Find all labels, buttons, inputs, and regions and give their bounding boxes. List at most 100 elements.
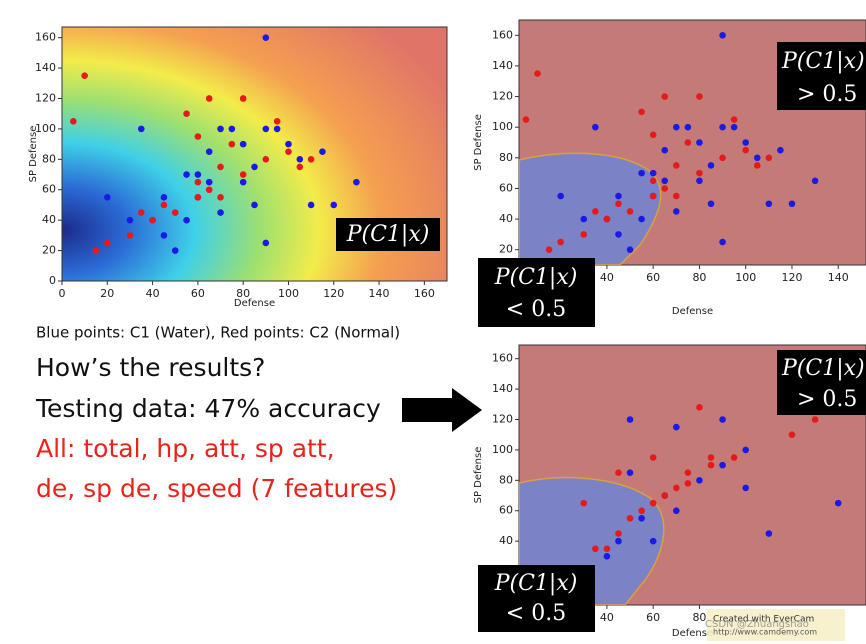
y-tick-label: 100 xyxy=(35,122,56,135)
point xyxy=(719,123,726,131)
y-tick-label: 160 xyxy=(492,352,513,365)
point xyxy=(205,178,213,186)
point xyxy=(194,133,202,140)
point xyxy=(753,154,761,162)
point xyxy=(742,484,750,492)
point xyxy=(638,215,645,223)
point xyxy=(638,507,645,515)
point xyxy=(626,246,634,253)
point xyxy=(228,140,236,148)
y-tick-label: 120 xyxy=(492,90,513,103)
point xyxy=(285,148,292,156)
point xyxy=(228,125,236,133)
y-tick-label: 20 xyxy=(42,244,56,257)
y-tick-label: 40 xyxy=(42,213,56,226)
point xyxy=(673,208,680,215)
prob-label: P(C1|x) xyxy=(494,571,578,596)
point xyxy=(684,123,692,131)
point xyxy=(239,171,247,178)
point xyxy=(684,139,692,146)
point xyxy=(753,162,761,169)
features: All: total, hp, att, sp att, xyxy=(36,434,335,463)
x-tick-label: 120 xyxy=(781,271,802,284)
y-tick-label: 0 xyxy=(49,274,56,287)
watermark-text: CSDN @Zhuangshao xyxy=(705,619,809,630)
point xyxy=(696,139,703,146)
point xyxy=(742,446,750,454)
point xyxy=(626,469,634,477)
point xyxy=(81,72,88,79)
point xyxy=(696,169,703,177)
point xyxy=(103,239,111,247)
y-axis-label: SP Defense xyxy=(473,114,484,171)
point xyxy=(811,416,819,423)
point xyxy=(149,216,156,224)
x-tick-label: 0 xyxy=(59,287,66,300)
x-axis-label: Defense xyxy=(672,628,713,639)
y-tick-label: 140 xyxy=(35,61,56,74)
point xyxy=(719,461,726,469)
point xyxy=(160,201,168,209)
point xyxy=(273,125,281,133)
point xyxy=(615,530,622,537)
points xyxy=(522,32,819,253)
point xyxy=(696,177,703,185)
x-tick-label: 60 xyxy=(191,287,205,300)
point xyxy=(296,163,304,171)
point xyxy=(615,537,622,545)
point xyxy=(273,117,281,125)
point xyxy=(194,194,202,201)
y-tick-label: 140 xyxy=(492,59,513,72)
label-box xyxy=(336,218,440,251)
point xyxy=(742,139,750,146)
threshold: > 0.5 xyxy=(797,387,857,412)
point xyxy=(649,192,657,200)
y-tick-label: 80 xyxy=(42,152,56,165)
point xyxy=(580,231,588,238)
y-tick-label: 140 xyxy=(492,382,513,395)
point xyxy=(603,545,611,553)
watermark-text: http://www.camdemy.com xyxy=(713,628,817,637)
point xyxy=(661,492,669,499)
point xyxy=(522,116,530,123)
prob-label: P(C1|x) xyxy=(781,356,865,381)
prob-label: P(C1|x) xyxy=(346,222,430,247)
point xyxy=(649,131,657,139)
x-axis-label: Defense xyxy=(234,298,275,309)
point xyxy=(661,177,669,185)
point xyxy=(765,530,773,537)
points xyxy=(70,34,360,254)
testing: Testing data: 47% accuracy xyxy=(35,394,381,423)
point xyxy=(696,93,703,100)
point xyxy=(194,178,202,186)
x-tick-label: 80 xyxy=(236,287,250,300)
point xyxy=(673,162,680,169)
point xyxy=(205,95,213,102)
point xyxy=(205,186,213,194)
point xyxy=(126,216,134,224)
point xyxy=(707,454,715,461)
point xyxy=(638,108,645,116)
x-tick-label: 160 xyxy=(414,287,435,300)
watermark-text: Created with EverCam xyxy=(713,615,814,625)
point xyxy=(649,177,657,185)
point xyxy=(673,192,680,200)
point xyxy=(296,156,304,163)
point xyxy=(661,146,669,154)
point xyxy=(649,499,657,507)
point xyxy=(707,200,715,208)
point xyxy=(262,239,270,247)
point xyxy=(353,178,360,186)
point xyxy=(183,171,190,178)
point xyxy=(262,156,270,163)
y-tick-label: 100 xyxy=(492,443,513,456)
label-box xyxy=(777,42,866,110)
point xyxy=(217,163,224,171)
point xyxy=(661,185,669,192)
y-axis-label: SP Defense xyxy=(28,126,39,183)
point xyxy=(307,156,315,163)
y-tick-label: 40 xyxy=(499,212,513,225)
point xyxy=(649,454,657,461)
label-box xyxy=(478,258,595,327)
point xyxy=(719,32,726,39)
